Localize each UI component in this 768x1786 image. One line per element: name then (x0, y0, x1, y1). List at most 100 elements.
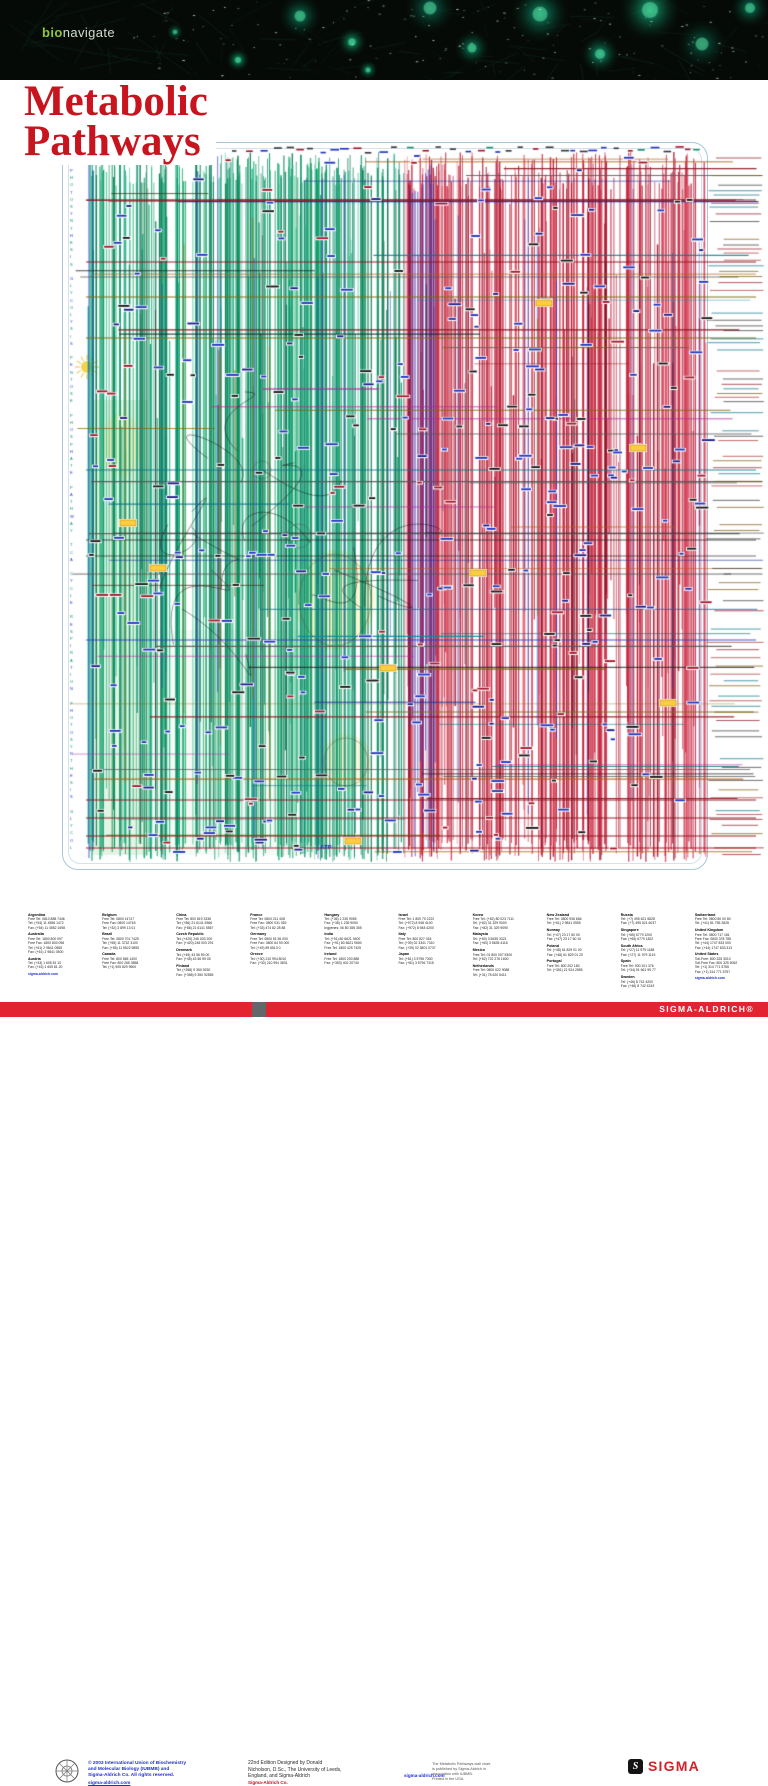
office-country: Hungary (324, 912, 340, 917)
sigma-note: Sigma-Aldrich Co. (248, 1780, 288, 1785)
office-country: Denmark (176, 948, 192, 952)
office-country: Poland (546, 943, 559, 948)
office-line: Tel: (+82) 31 329 9000 (472, 921, 507, 926)
office-line: Free Tel: 0800 701 7425 (102, 937, 139, 941)
office-country: Israel (398, 912, 409, 917)
office-line: Tel: (+30) 210 994 8010 (250, 956, 287, 961)
copyright-block-line: Sigma-Aldrich Co. All rights reserved. (88, 1773, 175, 1779)
office-line: Tel: (+39) 02 3341 7310 (398, 941, 435, 946)
credits-strip: © 2003 International Union of Biochemist… (0, 876, 768, 1786)
office-line: Fax: (+60) 3 5635 4116 (472, 941, 508, 946)
office-line: Free Tel: 1800 425 7425 (324, 945, 362, 950)
office-column: China Free Tel: 800 819 3336 Tel: (+86) 21… (176, 910, 245, 988)
office-line: Free Tel: 0800 14747 (102, 917, 135, 922)
bionavigate-logo: bionavigate (42, 25, 115, 40)
office-line: Free Tel: 900 101 376 (620, 964, 654, 968)
office-country: Sweden (620, 975, 635, 979)
office-line: Free Tel: 1800 800 097 (28, 937, 63, 941)
office-line: Fax: (+39) 02 3801 0737 (398, 945, 436, 950)
office-country: Netherlands (472, 963, 494, 968)
office-line: Tel: (+48) 61 829 01 00 (546, 948, 582, 953)
office-country: Finland (176, 963, 190, 968)
brand-navigate: navigate (62, 25, 116, 40)
office-line: Free Tel: 0800 211 408 (250, 917, 285, 922)
copyright-block: © 2003 International Union of Biochemist… (88, 1761, 246, 1780)
office-line: Fax: (+61) 2 9841 0500 (28, 949, 64, 954)
office-line: Fax: (+30) 210 994 3831 (250, 961, 288, 966)
office-line: Tel: (+44) 1747 833 000 (694, 941, 731, 946)
office-line: Tel: (+1) 314 771 5765 (694, 965, 729, 970)
title-line-2: Pathways (24, 117, 201, 165)
office-country: Austria (28, 956, 41, 961)
office-line: Free Fax: 0800 378 785 (694, 937, 732, 941)
footer-gray-square (252, 1002, 266, 1017)
office-line: Fax: (+420) 246 003 291 (176, 941, 214, 946)
office-line: Free Tel: 0800 936 666 (546, 917, 582, 922)
office-line: Toll-Free: 800 325 3010 (694, 956, 731, 961)
office-line: Tel: (+1) 905 829 9500 (102, 965, 137, 970)
office-line: Free Tel: 1 800 70 2222 (398, 917, 435, 922)
office-line: Fax: (+46) 8 742 4243 (620, 983, 655, 988)
office-line: Fax: (+65) 6779 1822 (620, 937, 654, 941)
office-line: Free Tel: 0810 888 7446 (28, 917, 65, 922)
office-line: Tel: (+33) 474 82 28 88 (250, 925, 286, 930)
office-link[interactable]: sigma-aldrich.com (694, 975, 725, 980)
edition-block-line: England, and Sigma-Aldrich (248, 1773, 310, 1779)
office-country: Greece (250, 952, 263, 957)
brand-bio: bio (42, 25, 63, 40)
footer-brand: SIGMA-ALDRICH® (659, 1004, 754, 1014)
top-banner: bionavigate (0, 0, 768, 80)
office-line: Fax: (+48) 61 829 01 20 (546, 952, 583, 957)
office-line: Fax: (+43) 1 605 81 20 (28, 965, 63, 970)
office-line: Tel: (+31) 78 620 5411 (472, 972, 507, 977)
office-line: Fax: (+972) 8 948 4200 (398, 925, 434, 930)
office-line: Tel: (+60) 3 5635 3321 (472, 937, 507, 941)
office-country: Belgium (102, 912, 117, 917)
office-column: Israel Free Tel: 1 800 70 2222 Tel: (+972)… (398, 910, 467, 988)
office-country: Canada (102, 952, 116, 957)
office-line: Tel: (+49) 89 6513 0 (250, 945, 281, 950)
office-line: Fax: (+91) 80 6621 9650 (324, 941, 362, 946)
office-line: Tel: (+52) 722 276 1600 (472, 956, 509, 961)
office-line: Tel: (+351) 21 924 2555 (546, 968, 583, 973)
office-country: Argentina (28, 912, 46, 917)
office-line: Fax: (+81) 3 5796 7315 (398, 961, 434, 966)
office-line: Tel: (+41) 81 755 2828 (694, 921, 729, 926)
office-line: Free Fax: 1800 800 096 (28, 941, 65, 946)
office-line: Tel: (+61) 2 9841 0555 (546, 921, 581, 926)
office-line: Tel: (+34) 91 661 99 77 (620, 968, 656, 973)
office-line: Free Tel: 800 565 1400 (102, 956, 137, 961)
office-country: Ireland (324, 952, 337, 957)
office-country: Germany (250, 932, 267, 937)
worldwide-offices: Argentina Free Tel: 0810 888 7446 Tel: (+5… (28, 910, 764, 988)
office-line: Fax: (+1) 314 771 5757 (694, 969, 731, 974)
office-country: Korea (472, 912, 484, 917)
office-country: Russia (620, 912, 633, 917)
office-line: Fax: (+358) 9 350 92555 (176, 972, 214, 977)
office-country: Singapore (620, 928, 639, 933)
office-line: Fax: (+86) 21 6141 5567 (176, 925, 214, 930)
office-line: Free Tel: 0800 717 181 (694, 932, 730, 937)
office-line: Free Tel: 800 202 180 (546, 964, 580, 968)
metabolic-pathway-diagram (52, 128, 768, 880)
office-line: Free Tel: 1800 200 888 (324, 956, 360, 961)
website-link[interactable]: sigma-aldrich.com (88, 1781, 131, 1786)
office-line: Tel: (+358) 9 350 9250 (176, 968, 211, 973)
office-line: Tel: (+54) 11 4556 1472 (28, 921, 64, 926)
office-country: New Zealand (546, 912, 570, 917)
office-link[interactable]: sigma-aldrich.com (28, 971, 58, 976)
office-line: Free Tel: 800 819 3336 (176, 917, 211, 922)
office-column: Hungary Tel: (+36) 1 235 9055 Fax: (+36) 1… (324, 910, 393, 988)
office-line: Fax: (+55) 11 5522 9895 (102, 945, 140, 950)
office-line: Tel: (+420) 246 003 200 (176, 937, 213, 941)
office-line: Tel: (+55) 11 3732 3100 (102, 941, 138, 946)
sigma-logo-text: SIGMA (648, 1758, 700, 1774)
office-country: Mexico (472, 948, 486, 952)
iubmb-emblem-icon (55, 1759, 79, 1783)
office-line: Fax: (+36) 1 235 9050 (324, 921, 358, 926)
office-country: Japan (398, 952, 410, 957)
office-line: Tel: (+43) 1 605 81 10 (28, 961, 62, 966)
office-column: Switzerland Free Tel: 0800 80 00 80 Tel: (… (695, 910, 764, 988)
office-column: Korea Free Tel: (+82) 80 023 7111 Tel: (+8… (473, 910, 542, 988)
office-country: United States (694, 952, 719, 957)
